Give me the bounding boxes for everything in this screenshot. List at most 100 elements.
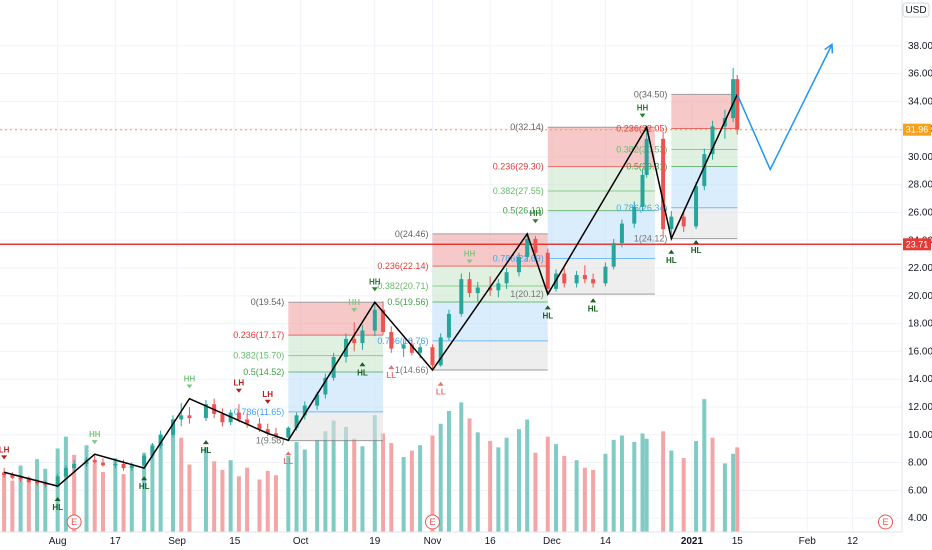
pattern-label: HH bbox=[89, 430, 101, 439]
candle-body bbox=[236, 412, 241, 420]
candle-body bbox=[582, 275, 587, 280]
volume-bar bbox=[100, 472, 105, 532]
fib-zone bbox=[432, 340, 548, 371]
volume-series bbox=[2, 399, 740, 532]
volume-bar bbox=[409, 450, 414, 532]
time-axis-background bbox=[0, 532, 932, 550]
pattern-label: LH bbox=[234, 379, 245, 388]
candle-body bbox=[681, 216, 686, 227]
fib-zone bbox=[288, 411, 384, 441]
projection-arrowhead bbox=[824, 42, 834, 54]
fib-zone bbox=[288, 335, 384, 356]
candle-body bbox=[574, 275, 579, 284]
pattern-arrow-up bbox=[359, 362, 366, 367]
volume-bar bbox=[459, 402, 464, 532]
candle-body bbox=[702, 154, 707, 187]
zigzag-line[interactable] bbox=[3, 42, 834, 487]
volume-bar bbox=[681, 458, 686, 532]
candle-body bbox=[257, 423, 262, 430]
volume-bar bbox=[731, 453, 736, 532]
pattern-arrow-up bbox=[544, 305, 551, 310]
time-tick-label: Feb bbox=[799, 536, 817, 547]
volume-bar bbox=[735, 447, 740, 532]
fib-zone bbox=[671, 128, 738, 150]
volume-bar bbox=[591, 469, 596, 532]
volume-bar bbox=[302, 449, 307, 532]
candle-body bbox=[72, 463, 77, 469]
price-tick-label: 36.00 bbox=[908, 69, 932, 80]
pattern-label: HH bbox=[184, 375, 196, 384]
volume-bar bbox=[63, 436, 68, 532]
volume-bar bbox=[343, 427, 348, 532]
candle-body bbox=[591, 279, 596, 284]
volume-bar bbox=[562, 455, 567, 532]
volume-bar bbox=[170, 422, 175, 532]
volume-bar bbox=[418, 445, 423, 532]
candle-body bbox=[401, 344, 406, 349]
candle-body bbox=[113, 463, 118, 466]
volume-bar bbox=[496, 447, 501, 532]
fib-level-label: 0.382(15.70) bbox=[233, 351, 284, 361]
volume-bar bbox=[142, 452, 147, 532]
volume-bar bbox=[323, 431, 328, 532]
candle-body bbox=[55, 476, 60, 487]
candle-body bbox=[694, 186, 699, 227]
fib-level-label: 0.236(17.17) bbox=[233, 330, 284, 340]
candle-body bbox=[562, 273, 567, 284]
fib-level-label: 0(32.14) bbox=[510, 122, 544, 132]
volume-bar bbox=[228, 460, 233, 532]
volume-bar bbox=[265, 470, 270, 532]
candle-body bbox=[10, 475, 15, 478]
volume-bar bbox=[475, 432, 480, 532]
candle-body bbox=[533, 238, 538, 253]
price-axis[interactable]: USD 4.00 6.00 8.00 10.00 12.00 14.00 16.00 18.00… bbox=[901, 0, 932, 550]
candle-body bbox=[644, 138, 649, 175]
candle-body bbox=[389, 331, 394, 349]
fib-level-label: 0.382(30.53) bbox=[616, 145, 667, 155]
candle-body bbox=[372, 309, 377, 331]
pattern-arrow-down bbox=[91, 440, 98, 445]
candle-body bbox=[352, 338, 357, 344]
candle-body bbox=[735, 79, 740, 130]
fib-zone bbox=[671, 94, 738, 129]
candle-body bbox=[409, 344, 414, 353]
time-tick-label: Oct bbox=[293, 536, 309, 547]
fib-level-label: 1(24.12) bbox=[634, 234, 668, 244]
candle-body bbox=[158, 434, 163, 446]
time-tick-label: Sep bbox=[168, 536, 186, 547]
volume-bar bbox=[150, 444, 155, 532]
pattern-arrow-up bbox=[693, 240, 700, 245]
volume-bar bbox=[574, 460, 579, 532]
time-axis[interactable]: Aug 17 Sep 15 Oct 19 Nov 16 Dec 14 2021 15 Feb 12 bbox=[0, 531, 932, 550]
time-tick-label: 15 bbox=[229, 536, 241, 547]
fib-zone bbox=[288, 371, 384, 412]
candle-body bbox=[603, 266, 608, 284]
price-line-badge-label: 31.96 bbox=[906, 125, 929, 135]
candle-body bbox=[245, 419, 250, 424]
volume-bar bbox=[315, 439, 320, 532]
price-tick-label: 22.00 bbox=[908, 263, 932, 274]
volume-bar bbox=[525, 419, 530, 532]
fib-level-label: 0(24.46) bbox=[395, 229, 429, 239]
candle-body bbox=[496, 283, 501, 291]
volume-bar bbox=[113, 458, 118, 532]
pattern-label: HL bbox=[139, 482, 150, 491]
volume-bar bbox=[121, 474, 126, 532]
fib-level-label: 0.236(32.05) bbox=[616, 123, 667, 133]
candle-body bbox=[26, 479, 31, 482]
fib-level-label: 0(34.50) bbox=[634, 89, 668, 99]
volume-bar bbox=[545, 436, 550, 532]
volume-bar bbox=[533, 452, 538, 532]
volume-bar bbox=[644, 438, 649, 532]
fib-level-label: 0.786(26.34) bbox=[616, 203, 667, 213]
pattern-label: HH bbox=[530, 209, 542, 218]
candle-body bbox=[446, 313, 451, 338]
candle-body bbox=[142, 455, 147, 466]
price-tick-label: 14.00 bbox=[908, 374, 932, 385]
pattern-label: HL bbox=[357, 368, 368, 377]
volume-bar bbox=[640, 433, 645, 532]
volume-bar bbox=[158, 434, 163, 532]
pattern-arrow-up bbox=[285, 451, 292, 456]
